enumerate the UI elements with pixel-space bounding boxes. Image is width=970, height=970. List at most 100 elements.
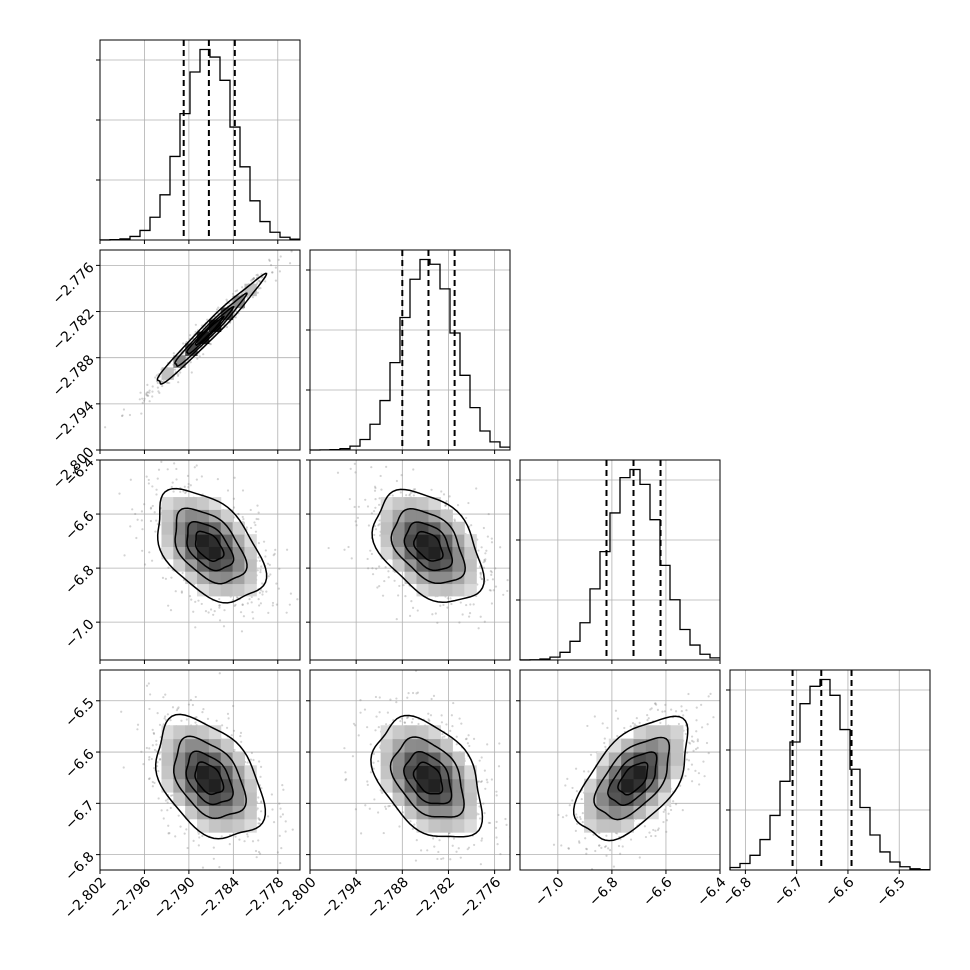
- sample-point: [568, 804, 571, 807]
- sample-point: [241, 292, 244, 295]
- sample-point: [603, 845, 607, 849]
- sample-point: [486, 535, 489, 538]
- density-cell: [404, 521, 418, 535]
- sample-point: [384, 807, 388, 810]
- sample-point: [574, 829, 577, 832]
- sample-point: [153, 781, 156, 785]
- sample-point: [465, 603, 468, 607]
- sample-point: [146, 383, 149, 386]
- sample-point: [249, 508, 252, 512]
- sample-point: [284, 820, 287, 823]
- density-cell: [416, 765, 429, 780]
- density-panel-2-0: −7.0−6.8−6.6−6.4: [62, 454, 301, 664]
- density-cell: [670, 738, 684, 753]
- sample-point: [603, 741, 606, 745]
- sample-point: [656, 828, 660, 832]
- sample-point: [384, 805, 387, 808]
- sample-point: [171, 481, 174, 484]
- sample-point: [141, 528, 144, 531]
- sample-point: [230, 734, 233, 737]
- sample-point: [175, 709, 179, 712]
- sample-point: [197, 844, 200, 847]
- sample-point: [257, 822, 260, 825]
- density-cell: [404, 571, 418, 585]
- sample-point: [151, 385, 154, 388]
- sample-point: [411, 606, 415, 609]
- sample-point: [698, 783, 701, 786]
- sample-point: [201, 710, 204, 714]
- sample-point: [174, 835, 177, 838]
- sample-point: [464, 738, 468, 741]
- sample-point: [258, 818, 261, 822]
- sample-point: [661, 710, 664, 713]
- sample-point: [257, 850, 261, 854]
- density-cell: [464, 571, 477, 585]
- sample-point: [697, 772, 701, 775]
- sample-point: [654, 829, 657, 832]
- sample-point: [272, 553, 275, 557]
- sample-point: [444, 504, 447, 507]
- sample-point: [256, 273, 259, 276]
- sample-point: [218, 619, 222, 622]
- sample-point: [232, 704, 235, 708]
- panel-frame: [729, 669, 931, 871]
- contour-line: [194, 315, 225, 346]
- density-cell: [428, 765, 441, 780]
- sample-point: [371, 573, 375, 576]
- sample-point: [151, 485, 154, 488]
- sample-point: [694, 769, 697, 772]
- sample-point: [494, 567, 497, 570]
- sample-point: [174, 590, 177, 593]
- gridlines: [730, 670, 930, 870]
- density-cell: [464, 583, 477, 597]
- sample-point: [258, 280, 261, 283]
- density-cell: [452, 792, 465, 806]
- sample-point: [291, 828, 294, 831]
- sample-point: [575, 790, 578, 793]
- density-cell: [440, 751, 453, 766]
- sample-point: [180, 719, 183, 722]
- sample-point: [395, 697, 398, 700]
- sample-point: [434, 612, 437, 615]
- sample-point: [357, 734, 360, 737]
- sample-point: [455, 735, 458, 738]
- sample-point: [271, 808, 274, 811]
- sample-point: [578, 815, 582, 819]
- density-cell: [173, 778, 186, 793]
- sample-point: [695, 719, 698, 722]
- sample-point: [140, 412, 143, 415]
- sample-point: [552, 843, 556, 846]
- sample-point: [512, 642, 514, 644]
- sample-point: [166, 809, 169, 812]
- sample-point: [472, 603, 475, 606]
- sample-point: [450, 602, 453, 606]
- gridlines: [99, 40, 300, 240]
- sample-point: [395, 618, 398, 621]
- sample-point: [207, 611, 210, 614]
- sample-point: [446, 606, 449, 609]
- sample-point: [480, 780, 483, 783]
- sample-point: [466, 848, 469, 851]
- sample-point: [665, 830, 668, 833]
- sample-point: [128, 413, 132, 417]
- contour-line: [617, 761, 649, 796]
- sample-point: [156, 712, 159, 715]
- x-tick-label: −2.796: [106, 874, 154, 922]
- contour-line: [371, 488, 485, 604]
- sample-point: [228, 843, 231, 846]
- sample-point: [638, 721, 641, 724]
- sample-point: [234, 316, 237, 319]
- density-cell: [645, 805, 659, 820]
- sample-point: [446, 597, 449, 600]
- sample-point: [354, 520, 357, 523]
- sample-point: [148, 391, 151, 394]
- density-cell: [161, 778, 174, 793]
- sample-point: [265, 590, 268, 593]
- sample-point: [288, 603, 291, 606]
- panel-frame: [519, 669, 721, 871]
- sample-point: [482, 561, 485, 564]
- sample-point: [245, 526, 248, 529]
- density-cell: [658, 792, 672, 806]
- sample-point: [261, 276, 264, 279]
- sample-point: [175, 478, 178, 481]
